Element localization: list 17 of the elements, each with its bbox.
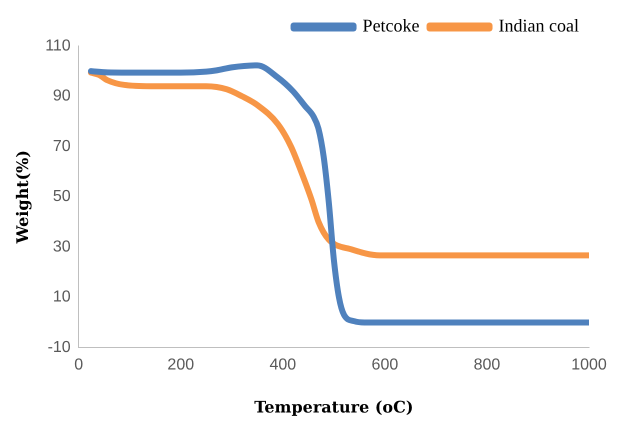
- y-tick-label: 70: [52, 138, 71, 155]
- y-tick-label: 90: [52, 88, 71, 105]
- y-tick-label: 50: [52, 188, 71, 206]
- y-tick-label: 110: [45, 37, 71, 54]
- legend-label: Petcoke: [362, 16, 420, 36]
- x-tick-label: 800: [474, 356, 500, 374]
- x-tick-label: 1000: [571, 356, 607, 374]
- x-tick-label: 400: [269, 356, 296, 374]
- y-tick-label: 10: [52, 288, 71, 306]
- x-tick-label: 600: [372, 356, 398, 374]
- legend-label: Indian coal: [498, 16, 580, 36]
- y-tick-label: -10: [48, 339, 71, 356]
- x-tick-label: 0: [74, 356, 84, 374]
- y-axis-title: Weight(%): [12, 150, 32, 245]
- y-tick-label: 30: [52, 238, 71, 256]
- x-axis-title: Temperature (oC): [254, 398, 414, 417]
- x-tick-label: 200: [167, 356, 194, 374]
